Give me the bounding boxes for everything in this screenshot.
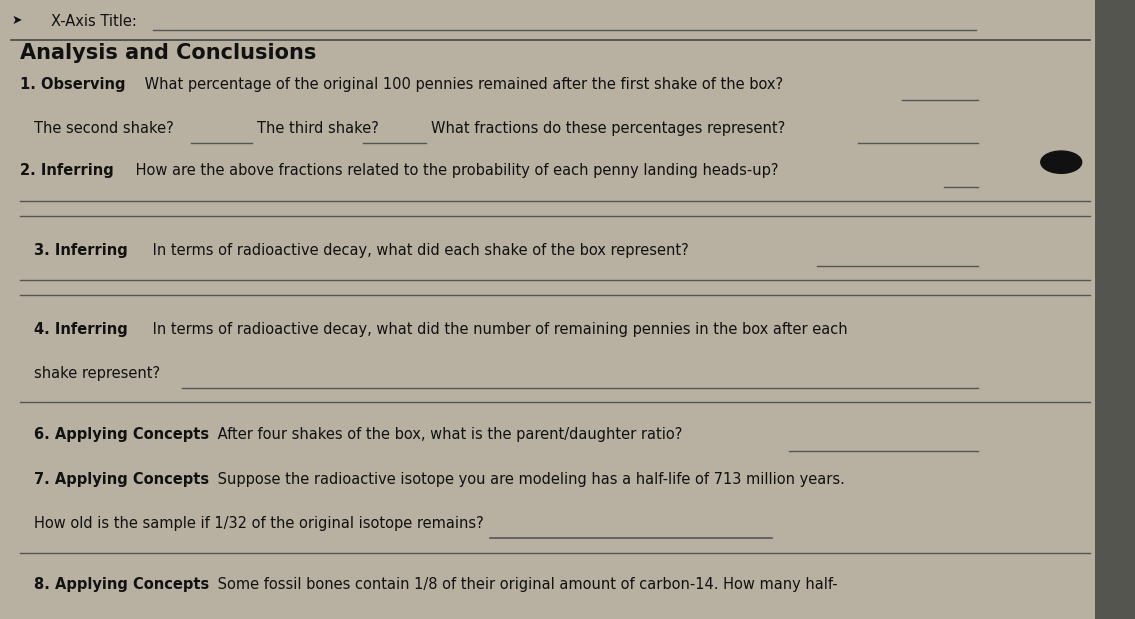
Text: The second shake?: The second shake? bbox=[34, 121, 174, 136]
Text: In terms of radioactive decay, what did each shake of the box represent?: In terms of radioactive decay, what did … bbox=[148, 243, 688, 258]
Text: 3. Inferring: 3. Inferring bbox=[34, 243, 128, 258]
Text: 7. Applying Concepts: 7. Applying Concepts bbox=[34, 472, 209, 487]
Text: Analysis and Conclusions: Analysis and Conclusions bbox=[20, 43, 317, 63]
Text: shake represent?: shake represent? bbox=[34, 366, 160, 381]
Text: Some fossil bones contain 1/8 of their original amount of carbon-14. How many ha: Some fossil bones contain 1/8 of their o… bbox=[213, 577, 838, 592]
Text: 1. Observing: 1. Observing bbox=[20, 77, 126, 92]
Text: 6. Applying Concepts: 6. Applying Concepts bbox=[34, 427, 209, 442]
Text: What percentage of the original 100 pennies remained after the first shake of th: What percentage of the original 100 penn… bbox=[140, 77, 783, 92]
Text: Suppose the radioactive isotope you are modeling has a half-life of 713 million : Suppose the radioactive isotope you are … bbox=[213, 472, 846, 487]
Text: What fractions do these percentages represent?: What fractions do these percentages repr… bbox=[431, 121, 785, 136]
Text: In terms of radioactive decay, what did the number of remaining pennies in the b: In terms of radioactive decay, what did … bbox=[148, 322, 847, 337]
Text: X-Axis Title:: X-Axis Title: bbox=[51, 14, 137, 28]
Text: 8. Applying Concepts: 8. Applying Concepts bbox=[34, 577, 209, 592]
Text: How are the above fractions related to the probability of each penny landing hea: How are the above fractions related to t… bbox=[131, 163, 777, 178]
Text: How old is the sample if 1/32 of the original isotope remains?: How old is the sample if 1/32 of the ori… bbox=[34, 516, 484, 531]
Text: 4. Inferring: 4. Inferring bbox=[34, 322, 128, 337]
Bar bbox=[1095, 0, 1135, 619]
Text: ➤: ➤ bbox=[11, 14, 22, 27]
Text: 2. Inferring: 2. Inferring bbox=[20, 163, 115, 178]
Circle shape bbox=[1041, 151, 1082, 173]
Text: After four shakes of the box, what is the parent/daughter ratio?: After four shakes of the box, what is th… bbox=[213, 427, 683, 442]
Text: The third shake?: The third shake? bbox=[257, 121, 378, 136]
